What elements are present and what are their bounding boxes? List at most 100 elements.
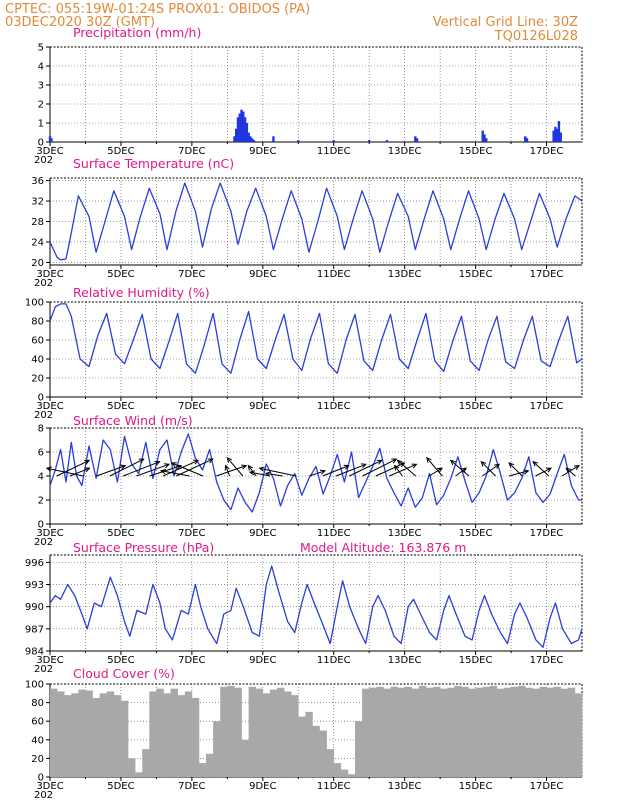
series-line-wind (49, 433, 582, 513)
wind-vector-head (241, 464, 248, 470)
precip-bar (481, 130, 484, 142)
x-tick-label: 11DEC (317, 781, 351, 792)
x-tick-label: 9DEC (249, 528, 276, 539)
y-tick-label: 0 (38, 138, 44, 149)
wind-vector-shaft (216, 465, 247, 477)
cloud-bar (92, 697, 100, 777)
precip-bar (250, 138, 254, 142)
x-tick-label: 5DEC (107, 528, 134, 539)
panel-title-wind: Surface Wind (m/s) (73, 413, 193, 428)
x-tick-label: 3DEC (36, 146, 63, 157)
wind-vector-shaft (426, 457, 443, 477)
x-tick-label: 11DEC (317, 655, 351, 666)
wind-vector (45, 466, 84, 477)
x-tick-label: 5DEC (107, 269, 134, 280)
wind-vector-shaft (109, 458, 144, 477)
y-tick-label: 2 (38, 100, 44, 111)
x-tick-label: 9DEC (249, 655, 276, 666)
cloud-bar (333, 763, 342, 777)
x-tick-label: 5DEC (107, 146, 134, 157)
y-tick-label: 40 (31, 735, 44, 746)
wind-vector-head (426, 456, 432, 463)
wind-vector-head (360, 463, 367, 469)
wind-vector (309, 469, 327, 477)
wind-vector-head (226, 456, 233, 463)
precip-bar (554, 126, 557, 142)
wind-vector-shaft (394, 465, 403, 477)
x-tick-label: 3DEC (36, 781, 63, 792)
cloud-bar (50, 688, 58, 777)
y-tick-label: 100 (25, 298, 44, 309)
cloud-bar (163, 693, 171, 777)
cloud-bar (85, 690, 93, 777)
wind-vector (248, 470, 270, 477)
wind-vector (480, 460, 496, 477)
wind-vector-shaft (388, 463, 417, 477)
wind-vector-shaft (265, 472, 283, 477)
x-tick-label: 15DEC (459, 655, 493, 666)
cloud-bar (262, 693, 271, 777)
panel-title-pres: Surface Pressure (hPa) (73, 540, 214, 555)
wind-vector (481, 463, 501, 477)
panel-title-temp: Surface Temperature (nC) (73, 156, 234, 171)
x-tick-label: 15DEC (459, 269, 493, 280)
cloud-bar (397, 687, 405, 777)
x-tick-label: 3DEC (36, 401, 63, 412)
cloud-bar (128, 758, 136, 777)
wind-vector-head (532, 460, 539, 467)
wind-vector (393, 464, 403, 477)
wind-vector-shaft (428, 467, 443, 477)
wind-vector (561, 464, 580, 477)
cloud-bar (71, 693, 79, 777)
y-tick-label: 80 (31, 698, 44, 709)
wind-vector-shaft (69, 467, 90, 477)
x-tick-label: 11DEC (317, 269, 351, 280)
cloud-bar (475, 687, 483, 777)
x-tick-label: 11DEC (317, 528, 351, 539)
y-tick-label: 0 (38, 393, 44, 404)
x-tick-label: 9DEC (249, 401, 276, 412)
wind-vector-head (437, 467, 444, 473)
cloud-bar (418, 685, 427, 777)
wind-vector-shaft (160, 470, 190, 477)
wind-vector (159, 468, 190, 477)
cloud-bar (518, 685, 526, 777)
cloud-bar (489, 685, 498, 777)
y-tick-label: 40 (31, 355, 44, 366)
cloud-bar (362, 688, 370, 777)
y-tick-label: 987 (25, 624, 44, 635)
x-tick-label: 13DEC (388, 269, 422, 280)
x-year-label: 202 (34, 537, 53, 548)
wind-vector-shaft (561, 465, 580, 477)
wind-vector-shaft (508, 470, 529, 477)
wind-vector-head (508, 462, 515, 468)
cloud-bar (340, 769, 349, 777)
x-tick-label: 5DEC (107, 655, 134, 666)
wind-vector (109, 458, 145, 477)
panel-annotation-pres: Model Altitude: 163.876 m (300, 540, 466, 555)
precip-bar (415, 138, 419, 142)
wind-vector-head (248, 470, 255, 476)
wind-vector-shaft (508, 462, 523, 477)
cloud-bar (78, 689, 86, 777)
wind-vector (428, 467, 444, 477)
wind-vector (335, 463, 367, 477)
panel-title-rh: Relative Humidity (%) (73, 285, 210, 300)
x-tick-label: 17DEC (530, 528, 564, 539)
cloud-bar (184, 691, 193, 777)
wind-vector (96, 464, 127, 477)
wind-vector-shaft (450, 460, 470, 477)
cloud-bar (99, 693, 108, 777)
y-tick-label: 4 (38, 472, 44, 483)
y-tick-label: 36 (31, 176, 44, 187)
precip-bar (555, 128, 559, 142)
wind-vector-shaft (149, 465, 182, 477)
cloud-bar (113, 695, 122, 777)
y-tick-label: 24 (31, 237, 44, 248)
precip-bar (272, 136, 275, 142)
y-tick-label: 2 (38, 496, 44, 507)
cloud-bar (170, 688, 178, 777)
x-tick-label: 11DEC (317, 401, 351, 412)
cloud-bar (369, 687, 377, 777)
